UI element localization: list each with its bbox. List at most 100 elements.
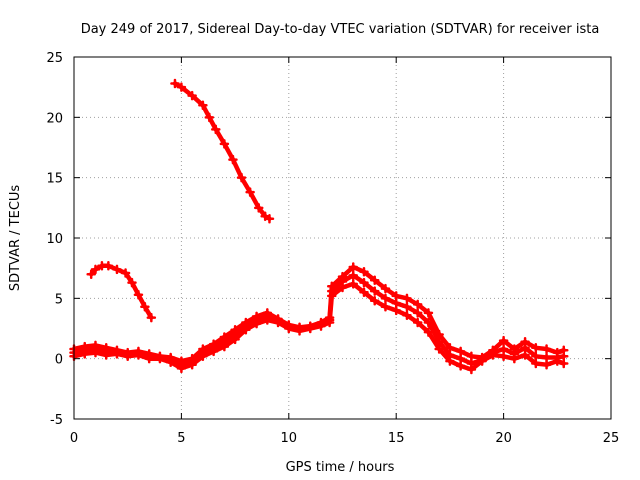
data-point [423,317,434,328]
data-point [176,359,187,370]
data-point [133,289,144,300]
data-point [348,279,358,289]
data-point [112,264,122,275]
data-point [402,310,412,320]
data-point [369,286,380,296]
series-line [172,81,272,221]
data-point [348,270,358,281]
y-tick-label: 25 [46,51,63,66]
data-point [305,322,316,333]
data-point [327,286,337,296]
data-point [380,302,391,312]
y-tick-label: 15 [46,172,63,187]
data-point [380,283,391,294]
x-axis-label: GPS time / hours [286,460,395,475]
data-point [466,358,477,369]
data-point [558,351,569,362]
data-point [412,308,423,318]
data-point [359,287,369,298]
data-point [412,317,423,328]
data-point [488,347,498,358]
x-tick-label: 25 [603,431,620,446]
data-point [101,346,111,357]
data-point [144,351,154,362]
data-point [558,358,569,369]
data-point [251,315,262,325]
data-point [402,302,412,312]
axis-ticks: 0 5 10 15 20 25 -5 0 5 10 15 20 25 [46,51,619,446]
data-point [208,343,219,353]
data-point [230,329,240,340]
data-point [133,347,144,358]
data-point [531,358,541,369]
x-tick-label: 5 [177,431,185,446]
x-tick-label: 20 [495,431,512,446]
data-point [541,359,552,370]
x-tick-label: 15 [388,431,405,446]
data-point [245,187,255,197]
chart-title: Day 249 of 2017, Sidereal Day-to-day VTE… [81,22,600,37]
data-point [466,351,477,362]
data-point [445,350,455,360]
data-point [541,352,552,363]
series-arc-high-descending [170,78,275,224]
data-point [520,350,530,360]
data-point [391,291,401,301]
data-point [187,356,197,366]
data-point [211,124,221,135]
data-point [165,353,176,364]
data-point [140,302,150,312]
data-point [127,277,137,288]
data-point [369,275,380,285]
data-point [79,345,90,355]
data-point [241,321,251,331]
data-point [204,112,215,123]
data-point [120,268,131,278]
y-tick-label: 0 [55,353,63,368]
data-point [455,361,466,371]
data-point [531,351,541,362]
data-point [337,276,348,287]
data-point [391,298,401,308]
data-point [264,213,275,224]
data-point [228,154,238,165]
data-point [122,349,133,359]
data-point [262,311,273,322]
data-point [219,337,230,347]
data-point [103,261,114,271]
data-point [423,327,434,337]
data-point [170,78,180,89]
data-point [359,277,369,288]
data-point [541,344,552,354]
data-point [412,299,423,310]
y-tick-label: 5 [55,292,63,307]
data-point [284,321,294,331]
y-axis-label: SDTVAR / TECUs [8,185,23,292]
data-point [531,343,541,353]
data-point [294,323,305,334]
data-point [236,172,247,183]
data-point [380,293,391,304]
series-line [88,263,154,320]
data-point [455,353,466,364]
data-point [455,346,466,357]
data-point [369,295,380,306]
data-point [423,308,434,318]
x-tick-label: 10 [281,431,298,446]
series-arc-early-hump [86,261,157,323]
x-tick-label: 0 [70,431,78,446]
data-point [176,82,187,92]
data-point [402,293,412,304]
y-tick-label: 20 [46,111,63,126]
data-point [198,347,208,358]
data-point [434,344,444,354]
data-point [187,90,197,101]
series-band-c [69,270,569,370]
data-point [552,352,563,363]
data-point [316,318,326,329]
data-point [253,203,264,213]
data-point [498,335,509,346]
data-point [359,267,369,277]
data-point [112,347,122,358]
